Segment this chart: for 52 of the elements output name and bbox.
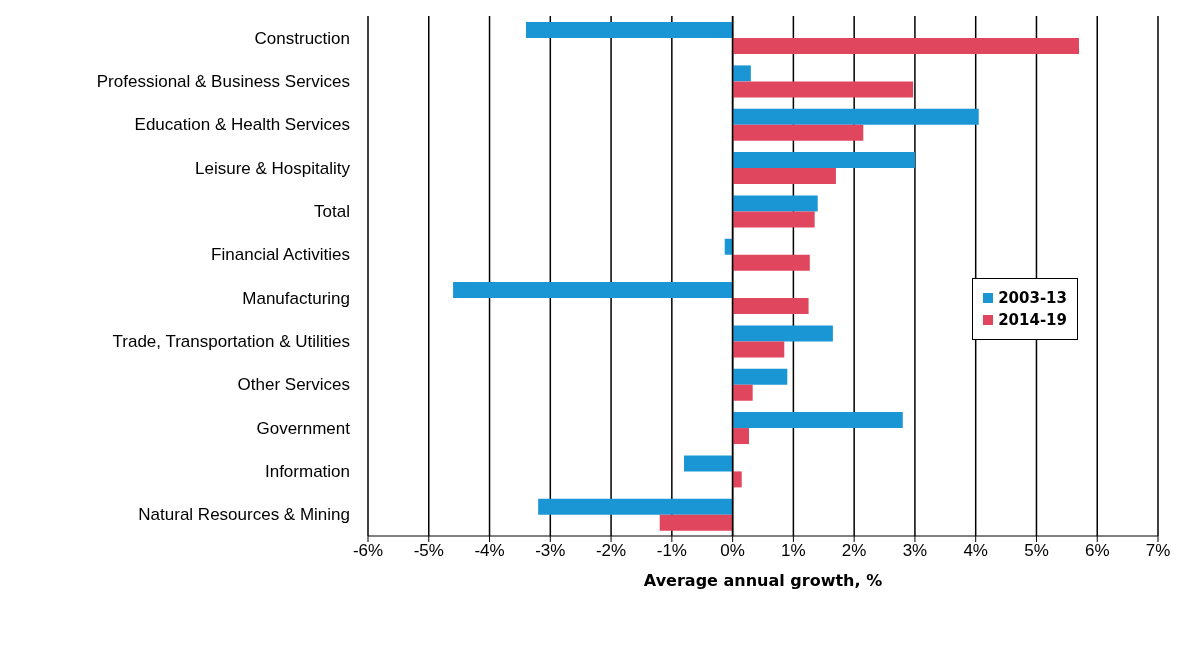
bar [732,81,914,98]
bar [732,65,751,82]
x-tick-label: 0% [720,541,745,561]
x-tick-label: 5% [1024,541,1049,561]
bar [732,124,864,141]
x-tick-label: 6% [1084,541,1110,561]
x-tick-label: -2% [595,541,627,561]
y-tick-label: Government [256,418,351,438]
bar [659,514,733,531]
y-tick-label: Professional & Business Services [96,72,350,92]
x-tick-label: -5% [413,541,444,561]
x-tick-label: 4% [963,541,988,561]
x-tick-label: -3% [535,541,566,561]
y-tick-label: Manufacturing [242,288,350,308]
bar [732,195,818,212]
bar [526,22,733,39]
y-tick-label: Other Services [237,375,350,395]
legend-label: 2014-19 [998,311,1067,329]
y-tick-label: Information [264,462,350,482]
bar [732,298,809,315]
bar [732,254,810,271]
y-tick-label: Total [314,202,350,222]
x-tick-label: 3% [902,541,928,561]
bar [732,368,788,385]
x-tick-label: -6% [352,541,384,561]
bar [732,471,742,488]
bar [732,384,753,401]
bar [453,282,733,299]
y-tick-label: Trade, Transportation & Utilities [112,332,350,352]
legend-label: 2003-13 [998,289,1067,307]
bar [732,412,903,429]
bar [732,108,979,125]
y-tick-label: Natural Resources & Mining [138,505,350,525]
x-tick-label: 7% [1145,541,1171,561]
x-tick-label: -4% [474,541,505,561]
bar [732,152,915,169]
y-tick-label: Construction [254,28,350,48]
bar [732,341,785,358]
bar [732,428,750,445]
x-tick-label: 1% [781,541,806,561]
x-axis-title: Average annual growth, % [643,571,883,590]
x-tick-label: -1% [656,541,687,561]
bar [732,325,833,342]
bar [732,211,815,228]
y-tick-label: Education & Health Services [134,115,350,135]
bar [684,455,733,472]
y-tick-label: Financial Activities [211,245,350,265]
x-tick-label: 2% [841,541,867,561]
bar [732,38,1079,55]
bar [538,498,733,515]
y-tick-label: Leisure & Hospitality [195,158,351,178]
bar [732,168,836,185]
